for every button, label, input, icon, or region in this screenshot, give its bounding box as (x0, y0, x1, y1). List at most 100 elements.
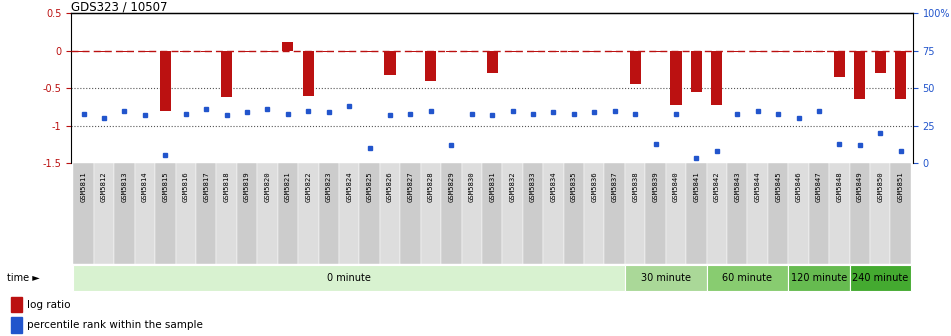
Bar (298, 163, 319, 264)
Bar (609, 51, 620, 52)
Bar (502, 163, 523, 264)
Bar (788, 163, 808, 264)
Text: GSM5819: GSM5819 (244, 171, 250, 202)
Bar (870, 163, 890, 264)
Bar (711, 51, 723, 104)
Bar (302, 51, 314, 96)
Text: GSM5823: GSM5823 (326, 171, 332, 202)
Text: GSM5827: GSM5827 (407, 171, 414, 202)
Bar (650, 51, 661, 52)
Text: GSM5812: GSM5812 (101, 171, 107, 202)
Bar (319, 163, 339, 264)
Text: GSM5842: GSM5842 (714, 171, 720, 202)
Text: GSM5843: GSM5843 (734, 171, 740, 202)
Text: GSM5834: GSM5834 (551, 171, 556, 202)
Text: GSM5839: GSM5839 (652, 171, 658, 202)
Bar (584, 163, 605, 264)
Text: GSM5832: GSM5832 (510, 171, 515, 202)
Bar (78, 51, 89, 52)
Bar (379, 163, 400, 264)
Bar (752, 51, 764, 52)
Bar (731, 51, 743, 52)
Text: GSM5821: GSM5821 (285, 171, 291, 202)
Text: percentile rank within the sample: percentile rank within the sample (27, 320, 203, 330)
Bar (180, 51, 191, 52)
Bar (487, 51, 497, 73)
Bar (11, 297, 22, 312)
Text: GSM5851: GSM5851 (898, 171, 903, 202)
Bar (849, 163, 870, 264)
Bar (94, 163, 114, 264)
Bar (728, 163, 747, 264)
Text: GSM5817: GSM5817 (204, 171, 209, 202)
Bar (625, 163, 646, 264)
Bar (747, 163, 767, 264)
Bar (548, 51, 559, 52)
Bar (323, 51, 335, 52)
Bar (605, 163, 625, 264)
Bar (772, 51, 784, 52)
Bar (384, 51, 396, 75)
Bar (282, 42, 294, 51)
Text: GSM5837: GSM5837 (611, 171, 618, 202)
Bar (221, 51, 232, 97)
Bar (446, 51, 456, 52)
Text: GSM5811: GSM5811 (81, 171, 87, 202)
Text: GSM5841: GSM5841 (693, 171, 699, 202)
Text: GSM5849: GSM5849 (857, 171, 863, 202)
Bar (523, 163, 543, 264)
Bar (135, 163, 155, 264)
Text: GSM5835: GSM5835 (571, 171, 577, 202)
Bar (278, 163, 298, 264)
Bar (339, 163, 359, 264)
Text: 60 minute: 60 minute (723, 273, 772, 283)
Bar (364, 51, 376, 52)
Bar (707, 265, 788, 291)
Text: 240 minute: 240 minute (852, 273, 908, 283)
Bar (569, 51, 579, 52)
Bar (890, 163, 911, 264)
Text: GSM5844: GSM5844 (755, 171, 761, 202)
Text: GSM5829: GSM5829 (448, 171, 455, 202)
Text: GSM5836: GSM5836 (592, 171, 597, 202)
Bar (895, 51, 906, 99)
Bar (425, 51, 437, 81)
Bar (666, 163, 687, 264)
Bar (405, 51, 416, 52)
Text: GSM5845: GSM5845 (775, 171, 781, 202)
Bar (829, 163, 849, 264)
Bar (176, 163, 196, 264)
Bar (793, 51, 805, 52)
Bar (834, 51, 845, 77)
Bar (420, 163, 441, 264)
Text: GSM5828: GSM5828 (428, 171, 434, 202)
Bar (849, 265, 911, 291)
Text: GSM5847: GSM5847 (816, 171, 822, 202)
Text: GSM5831: GSM5831 (489, 171, 495, 202)
Bar (875, 51, 886, 73)
Text: GSM5833: GSM5833 (530, 171, 536, 202)
Bar (564, 163, 584, 264)
Bar (139, 51, 150, 52)
Bar (441, 163, 461, 264)
Bar (461, 163, 482, 264)
Text: GSM5815: GSM5815 (163, 171, 168, 202)
Bar (257, 163, 278, 264)
Text: GSM5813: GSM5813 (122, 171, 127, 202)
Bar (646, 163, 666, 264)
Bar (160, 51, 171, 111)
Text: GSM5820: GSM5820 (264, 171, 270, 202)
Bar (114, 163, 135, 264)
Bar (507, 51, 518, 52)
Bar (98, 51, 109, 52)
Bar (808, 163, 829, 264)
Text: GSM5816: GSM5816 (183, 171, 188, 202)
Text: GSM5825: GSM5825 (366, 171, 373, 202)
Bar (242, 51, 253, 52)
Bar (466, 51, 477, 52)
Bar (767, 163, 788, 264)
Text: GSM5838: GSM5838 (632, 171, 638, 202)
Text: GSM5826: GSM5826 (387, 171, 393, 202)
Bar (687, 163, 707, 264)
Bar (788, 265, 849, 291)
